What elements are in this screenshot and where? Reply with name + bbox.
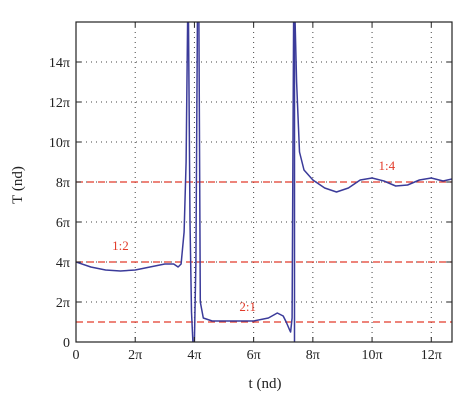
y-tick-label: 2π — [56, 296, 70, 311]
y-tick-label: 12π — [49, 96, 70, 111]
series-line-segment — [294, 22, 452, 193]
x-tick-label: 12π — [421, 348, 442, 363]
tick-labels: 0 2π 4π 6π 8π 10π 12π 0 2π 4π 6π 8π 10π 12π 14π — [49, 56, 442, 363]
reference-line-label: 2:1 — [239, 299, 256, 314]
plot-frame — [75, 21, 453, 343]
y-tick-label: 10π — [49, 136, 70, 151]
x-tick-label: 0 — [73, 348, 80, 363]
x-tick-label: 10π — [362, 348, 383, 363]
series-line-segment — [187, 22, 194, 342]
y-tick-label: 8π — [56, 176, 70, 191]
series-line-segment — [193, 22, 199, 342]
y-axis-label: T (nd) — [10, 166, 26, 204]
y-tick-label: 6π — [56, 216, 70, 231]
x-tick-label: 2π — [128, 348, 142, 363]
annotations: 1:4 1:2 2:1 — [112, 158, 396, 314]
y-tick-label: 14π — [49, 56, 70, 71]
x-tick-label: 4π — [187, 348, 201, 363]
series-line-segment — [76, 22, 189, 272]
x-axis-label: t (nd) — [249, 376, 282, 392]
y-tick-label: 0 — [63, 336, 70, 351]
series-line-segment — [198, 22, 295, 333]
reference-line-label: 1:4 — [379, 158, 396, 173]
x-tick-label: 8π — [306, 348, 320, 363]
reference-lines — [76, 181, 452, 323]
x-tick-label: 6π — [247, 348, 261, 363]
y-tick-label: 4π — [56, 256, 70, 271]
series — [76, 22, 452, 342]
reference-line-label: 1:2 — [112, 238, 129, 253]
